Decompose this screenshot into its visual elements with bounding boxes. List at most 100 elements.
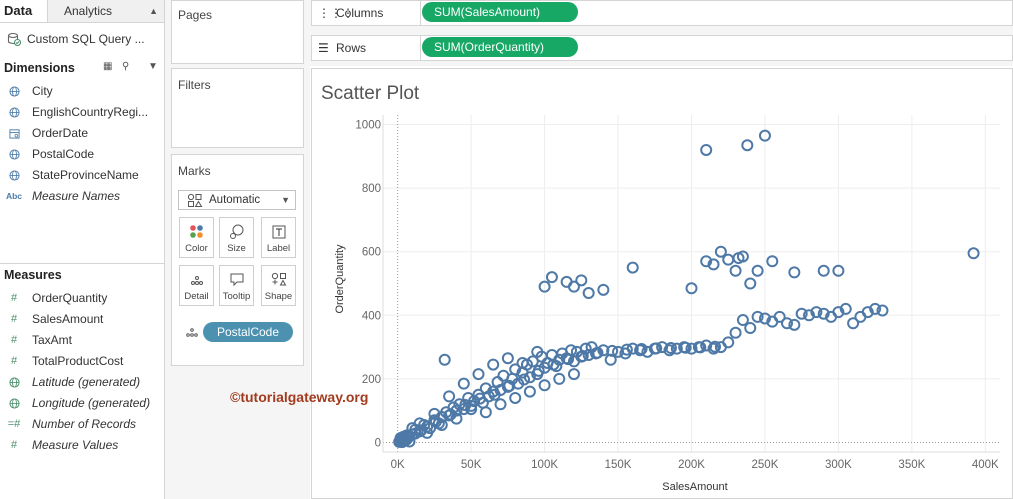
scatter-point [575, 274, 588, 287]
scatter-point [795, 307, 808, 320]
hash-icon: # [10, 292, 18, 304]
field-item[interactable]: # OrderQuantity [0, 288, 164, 309]
field-label: Latitude (generated) [32, 375, 141, 389]
scatter-point [626, 342, 639, 355]
scatter-point [788, 318, 801, 331]
scatter-point [567, 280, 580, 293]
field-item[interactable]: City [0, 81, 164, 102]
field-item[interactable]: OrderDate [0, 123, 164, 144]
field-label: SalesAmount [32, 312, 104, 326]
size-button[interactable]: Size [219, 217, 254, 258]
scatter-point [722, 253, 735, 266]
rows-pill[interactable]: SUM(OrderQuantity) [422, 37, 578, 57]
globe-icon [6, 393, 22, 414]
scatter-point [579, 342, 592, 355]
hash-icon: =# [7, 418, 21, 430]
scatter-point [523, 371, 536, 384]
globe-icon [6, 372, 22, 393]
field-item[interactable]: Latitude (generated) [0, 372, 164, 393]
dimensions-header: Dimensions [4, 61, 75, 75]
scatter-point [444, 408, 457, 421]
label-button[interactable]: Label [261, 217, 296, 258]
marks-title: Marks [178, 164, 211, 178]
scatter-point [523, 385, 536, 398]
scatter-point [553, 372, 566, 385]
field-item[interactable]: # TotalProductCost [0, 351, 164, 372]
field-item[interactable]: Longitude (generated) [0, 393, 164, 414]
scatter-point [443, 390, 456, 403]
tooltip-icon [230, 273, 244, 287]
scatter-point [694, 341, 707, 354]
scatter-point [516, 356, 529, 369]
x-tick-label: 350K [898, 459, 925, 471]
scatter-point [744, 322, 757, 335]
scatter-point [421, 426, 434, 439]
scatter-point [663, 344, 676, 357]
detail-dots-icon [186, 328, 198, 337]
scatter-point [679, 341, 692, 354]
hash-icon: # [10, 334, 18, 346]
field-item[interactable]: Abc Measure Names [0, 186, 164, 207]
scatter-point [457, 377, 470, 390]
label-button-label: Label [266, 243, 291, 254]
scatter-point [459, 398, 472, 411]
field-item[interactable]: EnglishCountryRegi... [0, 102, 164, 123]
dropdown-caret-icon[interactable]: ▼ [148, 61, 158, 72]
scatter-point [487, 358, 500, 371]
detail-button[interactable]: Detail [179, 265, 214, 306]
scatter-point [597, 283, 610, 296]
field-item[interactable]: # TaxAmt [0, 330, 164, 351]
shape-button-label: Shape [264, 291, 293, 302]
color-button[interactable]: Color [179, 217, 214, 258]
field-item[interactable]: # Measure Values [0, 435, 164, 456]
scatter-point [415, 424, 428, 437]
pages-card[interactable]: Pages [171, 0, 304, 64]
scatter-point [635, 342, 648, 355]
field-label: TotalProductCost [32, 354, 124, 368]
y-tick-label: 400 [362, 310, 381, 322]
tab-data[interactable]: Data [0, 0, 47, 22]
up-down-arrows-icon: ▲ [149, 6, 158, 16]
scatter-point [780, 317, 793, 330]
hash-icon: # [10, 439, 18, 451]
measures-header: Measures [4, 268, 62, 282]
watermark: ©tutorialgateway.org [230, 389, 369, 405]
tab-analytics[interactable]: Analytics ▲ [47, 0, 164, 22]
color-palette-icon [190, 225, 203, 238]
scatter-point [832, 264, 845, 277]
scatter-point [509, 363, 522, 376]
field-item[interactable]: PostalCode [0, 144, 164, 165]
size-button-label: Size [227, 243, 246, 254]
scatter-point [488, 388, 501, 401]
scatter-point [473, 392, 486, 405]
y-tick-label: 1000 [355, 120, 381, 132]
field-item[interactable]: StateProvinceName [0, 165, 164, 186]
tab-analytics-label: Analytics [64, 4, 113, 18]
scatter-point [741, 139, 754, 152]
dimensions-tools: ▦ ⚲ ▼ [103, 61, 161, 75]
scatter-point [664, 342, 677, 355]
pages-title: Pages [178, 8, 213, 22]
postalcode-detail-pill[interactable]: PostalCode [203, 322, 293, 342]
scatter-point [707, 258, 720, 271]
datasource-item[interactable]: Custom SQL Query ... [0, 28, 164, 50]
scatter-point [576, 349, 589, 362]
scatter-point [634, 344, 647, 357]
field-item[interactable]: # SalesAmount [0, 309, 164, 330]
scatter-point [438, 353, 451, 366]
field-item[interactable]: =# Number of Records [0, 414, 164, 435]
shape-button[interactable]: Shape [261, 265, 296, 306]
scatter-point [736, 250, 749, 263]
scatter-point [722, 336, 735, 349]
view-list-icon[interactable]: ▦ [103, 61, 113, 72]
columns-pill[interactable]: SUM(SalesAmount) [422, 2, 578, 22]
field-label: StateProvinceName [32, 168, 139, 182]
y-tick-label: 800 [362, 183, 381, 195]
tooltip-button[interactable]: Tooltip [219, 265, 254, 306]
filters-card[interactable]: Filters [171, 68, 304, 148]
scatter-point [538, 280, 551, 293]
search-icon[interactable]: ⚲ [122, 61, 130, 72]
mark-type-dropdown[interactable]: Automatic ▼ [178, 190, 296, 210]
shape-icon [271, 272, 287, 286]
